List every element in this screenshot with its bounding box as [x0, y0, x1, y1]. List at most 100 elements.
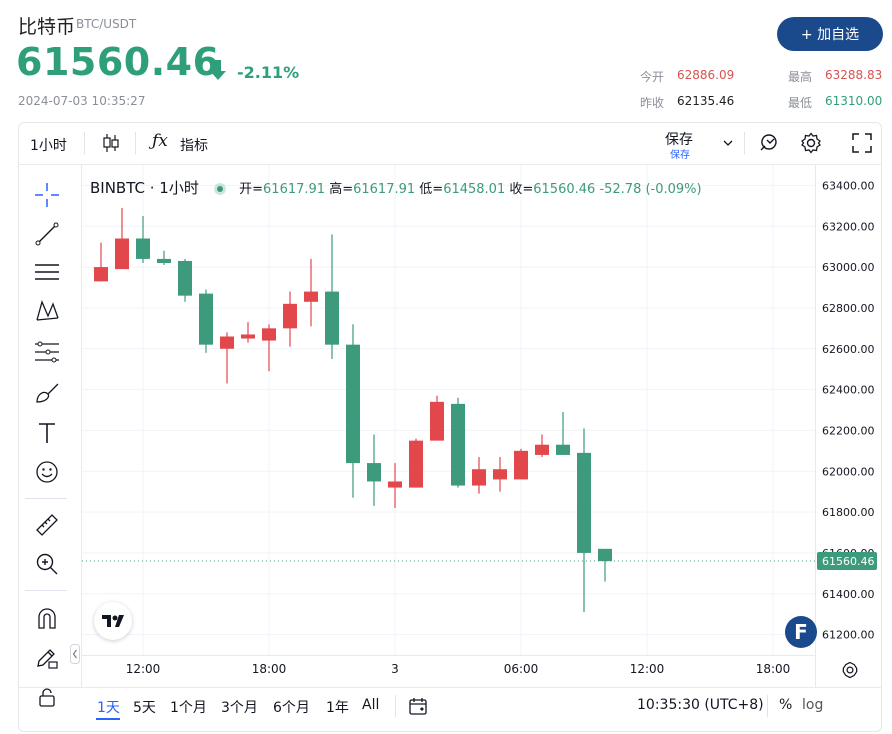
- live-dot: [216, 185, 223, 192]
- price-axis-border: [815, 165, 816, 687]
- range-bar-divider: [19, 687, 881, 688]
- candle-body: [241, 334, 255, 339]
- zoom-icon[interactable]: [34, 551, 60, 577]
- indicators-button[interactable]: 指标: [180, 138, 208, 154]
- low-value: 61310.00: [825, 94, 883, 108]
- timestamp: 2024-07-03 10:35:27: [18, 94, 146, 108]
- toolbar-separator: [84, 132, 85, 154]
- f-badge-icon[interactable]: F: [785, 616, 817, 648]
- current-price: 61560.46: [16, 40, 220, 84]
- crosshair-icon[interactable]: [34, 182, 60, 208]
- candle-body: [430, 401, 444, 441]
- active-range-indicator: [96, 718, 120, 720]
- candle-body: [199, 293, 213, 345]
- magnet-icon[interactable]: [34, 606, 60, 632]
- candle-body: [178, 260, 192, 296]
- y-tick-label: 63200.00: [822, 220, 875, 233]
- lock-icon[interactable]: [36, 687, 58, 707]
- candle-body: [304, 291, 318, 302]
- legend-low-label: 低=: [419, 182, 444, 197]
- current-price-label: 61560.46: [822, 555, 875, 568]
- range-3m-button[interactable]: 3个月: [221, 700, 258, 716]
- toolbar-separator: [744, 132, 745, 154]
- emoji-icon[interactable]: [34, 459, 60, 485]
- time-axis-border: [82, 655, 815, 656]
- range-6m-button[interactable]: 6个月: [273, 700, 310, 716]
- coin-name: 比特币: [18, 16, 76, 38]
- log-scale-button[interactable]: log: [802, 697, 824, 713]
- time-axis: 12:00 18:00 3 06:00 12:00 18:00: [126, 662, 791, 676]
- range-1d-button[interactable]: 1天: [97, 700, 120, 716]
- range-all-button[interactable]: All: [362, 697, 380, 713]
- candlestick-chart[interactable]: 63400.00 63200.00 63000.00 62800.00 62600.00…: [82, 165, 882, 687]
- collapse-toolbar-icon[interactable]: [70, 644, 80, 664]
- save-sub-label: 保存: [670, 150, 690, 161]
- tv-logo-icon[interactable]: [94, 602, 132, 640]
- ruler-icon[interactable]: [34, 512, 60, 538]
- gear-icon[interactable]: [840, 660, 860, 680]
- candle-body: [157, 258, 171, 263]
- legend-open: 61617.91: [263, 182, 326, 197]
- function-icon[interactable]: ƒx: [152, 131, 168, 151]
- legend-high-label: 高=: [329, 182, 354, 197]
- legend-high: 61617.91: [353, 182, 416, 197]
- candles-icon[interactable]: [100, 132, 122, 154]
- add-watchlist-button[interactable]: + 加自选: [777, 17, 883, 51]
- y-tick-label: 62800.00: [822, 302, 875, 315]
- y-tick-label: 61200.00: [822, 629, 875, 642]
- candle-body: [577, 452, 591, 553]
- save-button[interactable]: 保存: [665, 132, 693, 148]
- y-tick-label: 62400.00: [822, 384, 875, 397]
- lock-edit-icon[interactable]: [34, 645, 60, 671]
- open-value: 62886.09: [677, 68, 735, 82]
- legend-low: 61458.01: [443, 182, 506, 197]
- toolbar-divider: [19, 164, 881, 165]
- legend-open-label: 开=: [239, 182, 264, 197]
- candle-body: [136, 238, 150, 259]
- candle-body: [367, 463, 381, 482]
- prev-close-value: 62135.46: [677, 94, 735, 108]
- settings-icon[interactable]: [799, 131, 823, 155]
- x-tick-label: 3: [391, 662, 399, 676]
- interval-button[interactable]: 1小时: [30, 138, 67, 154]
- current-price-tag: [817, 551, 877, 570]
- candle-body: [556, 444, 570, 455]
- y-tick-label: 62200.00: [822, 424, 875, 437]
- candle-body: [283, 303, 297, 329]
- pattern-icon[interactable]: [34, 298, 60, 324]
- calendar-icon[interactable]: [407, 695, 429, 717]
- candle-body: [220, 336, 234, 349]
- x-tick-label: 06:00: [504, 662, 539, 676]
- y-tick-label: 62600.00: [822, 343, 875, 356]
- clock-readout[interactable]: 10:35:30 (UTC+8): [637, 697, 764, 713]
- grid: [82, 165, 815, 655]
- toolbar-separator: [135, 132, 136, 154]
- x-tick-label: 12:00: [126, 662, 161, 676]
- candles: [94, 207, 612, 613]
- ohlc-legend: BINBTC · 1小时 开=61617.91 高=61617.91 低=614…: [90, 177, 702, 198]
- text-icon[interactable]: [34, 420, 60, 446]
- candle-body: [514, 450, 528, 480]
- open-label: 今开: [640, 70, 665, 84]
- alert-icon[interactable]: [756, 131, 780, 155]
- fib-icon[interactable]: [34, 339, 60, 365]
- trendline-icon[interactable]: [34, 221, 60, 247]
- legend-close: 61560.46: [533, 182, 596, 197]
- legend-symbol[interactable]: BINBTC · 1小时: [90, 179, 199, 197]
- range-5d-button[interactable]: 5天: [133, 700, 156, 716]
- chevron-down-icon[interactable]: [722, 138, 734, 148]
- y-tick-label: 63400.00: [822, 179, 875, 192]
- percent-scale-button[interactable]: %: [779, 697, 793, 713]
- range-1m-button[interactable]: 1个月: [170, 700, 207, 716]
- chart-widget: [18, 122, 882, 732]
- fullscreen-icon[interactable]: [851, 132, 873, 154]
- brush-icon[interactable]: [34, 380, 60, 406]
- horizontal-lines-icon[interactable]: [34, 259, 60, 285]
- candle-body: [325, 291, 339, 345]
- high-label: 最高: [788, 70, 813, 84]
- range-1y-button[interactable]: 1年: [326, 700, 349, 716]
- left-toolbar-border: [81, 165, 82, 687]
- y-tick-label: 61400.00: [822, 588, 875, 601]
- range-separator: [395, 695, 396, 717]
- low-label: 最低: [788, 96, 813, 110]
